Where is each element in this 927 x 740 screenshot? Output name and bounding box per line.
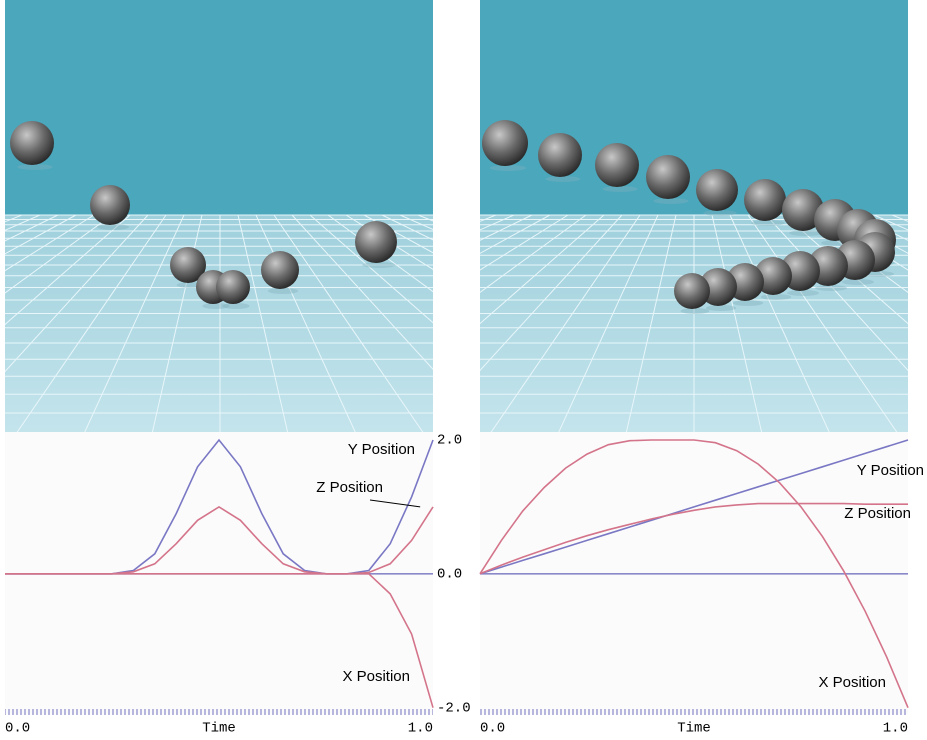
floor-grid [0, 215, 4, 552]
y-tick-label: 2.0 [437, 433, 462, 449]
shadow [545, 176, 580, 182]
floor-grid [910, 215, 927, 552]
x-tick-label: 0.0 [480, 721, 505, 737]
series-label: Z Position [844, 505, 911, 522]
shadow [751, 220, 785, 226]
shadow [653, 198, 688, 204]
y-tick-label: -2.0 [437, 700, 471, 716]
shadow [362, 262, 396, 268]
sphere [482, 120, 528, 166]
figure: 2.0 0.0 -2.0 0.0 1.0 Time Y Position Z Position… [0, 0, 927, 740]
shadow [842, 279, 874, 285]
time-strip [480, 709, 908, 715]
shadow [222, 303, 249, 309]
shadow [490, 165, 527, 171]
shadow [787, 290, 819, 296]
chart: 0.0 1.0 Time Y Position Z Position X Position [480, 432, 924, 737]
sphere [355, 221, 397, 263]
shadow [733, 300, 763, 306]
series-label: X Position [342, 668, 410, 685]
shadow [602, 186, 637, 192]
series-label: Y Position [348, 441, 415, 458]
shadow [703, 210, 737, 216]
sphere [538, 133, 582, 177]
x-tick-label: 1.0 [408, 721, 433, 737]
sphere [261, 251, 299, 289]
shadow [706, 305, 736, 311]
shadow [97, 224, 129, 230]
shadow [268, 288, 298, 294]
shadow [815, 285, 847, 291]
shadow [681, 308, 710, 314]
chart: 2.0 0.0 -2.0 0.0 1.0 Time Y Position Z Position… [5, 432, 471, 737]
series-label: X Position [818, 674, 886, 691]
series-label: Y Position [857, 462, 924, 479]
sphere [674, 273, 710, 309]
sphere [595, 143, 639, 187]
time-strip [5, 709, 433, 715]
x-axis-title: Time [677, 721, 711, 737]
x-tick-label: 0.0 [5, 721, 30, 737]
shadow [761, 294, 791, 300]
series-label: Z Position [316, 479, 383, 496]
x-tick-label: 1.0 [883, 721, 908, 737]
sphere [216, 270, 250, 304]
sphere [696, 169, 738, 211]
sphere [90, 185, 130, 225]
sphere [10, 121, 54, 165]
sphere [744, 179, 786, 221]
x-axis-title: Time [202, 721, 236, 737]
plot-background [480, 432, 908, 714]
y-tick-label: 0.0 [437, 567, 462, 583]
shadow [17, 164, 52, 170]
charts: 2.0 0.0 -2.0 0.0 1.0 Time Y Position Z Position… [5, 432, 924, 737]
sphere [646, 155, 690, 199]
